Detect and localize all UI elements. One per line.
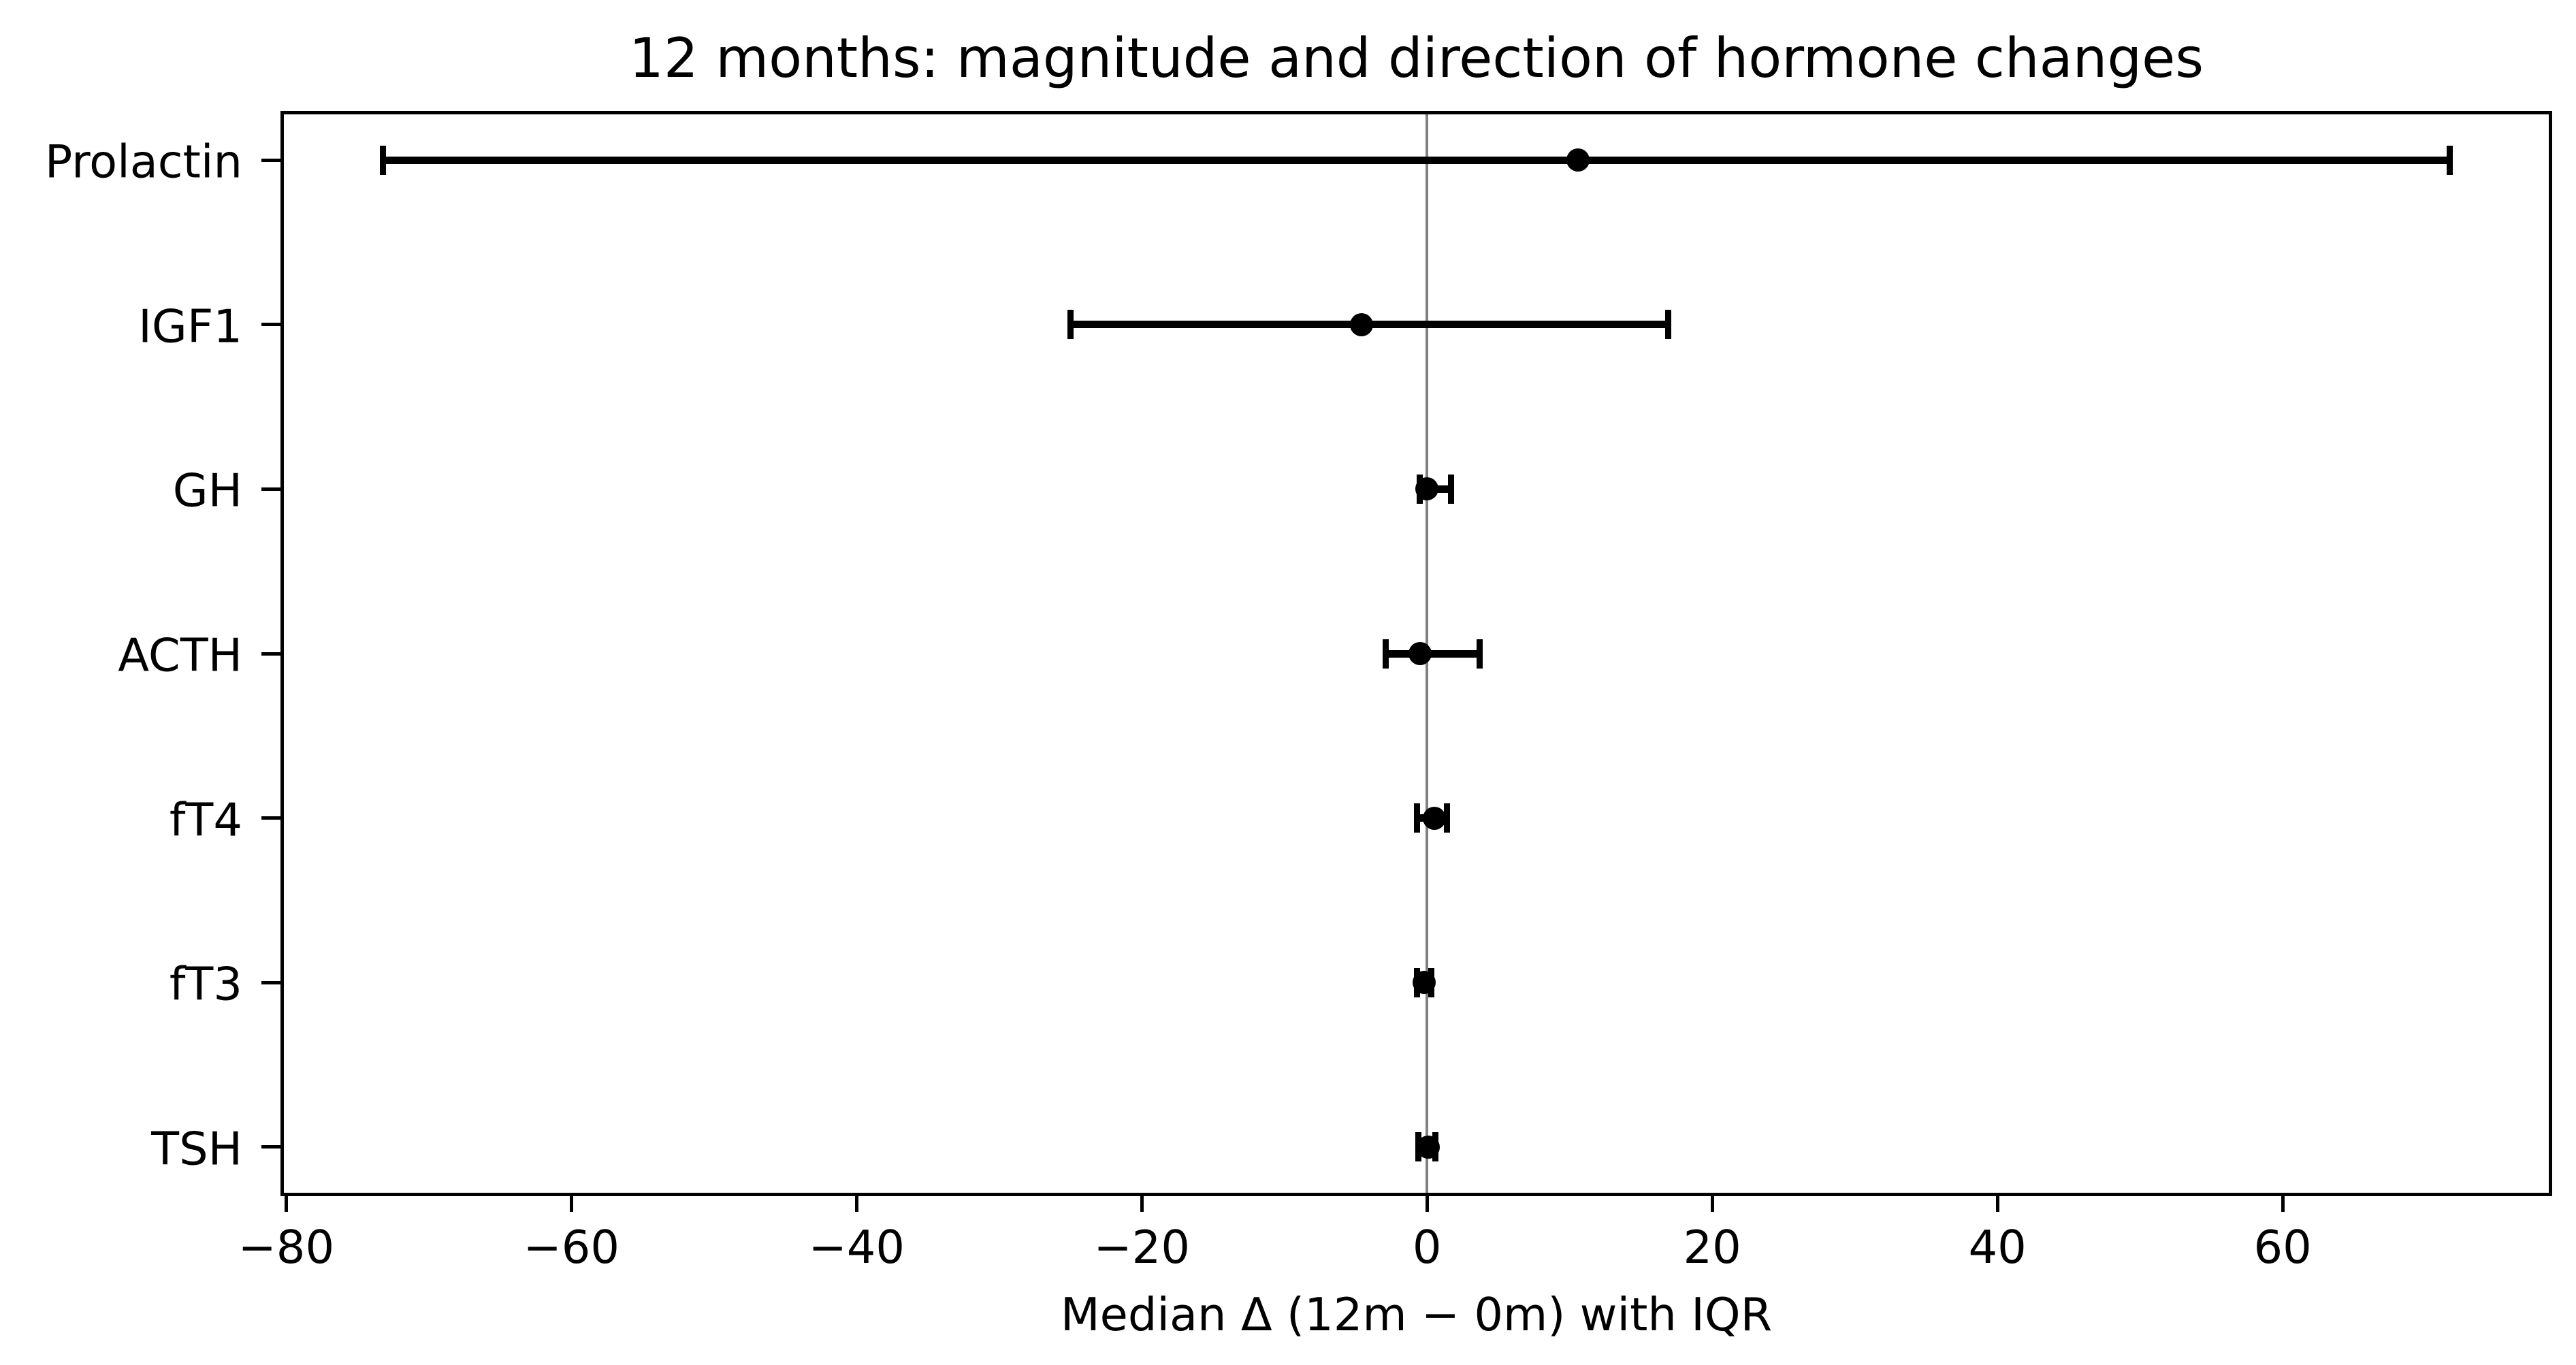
y-tick-label: ACTH <box>118 628 242 682</box>
y-axis-tick <box>261 487 280 491</box>
median-dot <box>1415 477 1439 501</box>
error-bar-cap-left <box>380 145 387 175</box>
x-tick-label: −20 <box>1093 1221 1190 1274</box>
error-bar-cap-left <box>1067 310 1074 340</box>
y-tick-label: GH <box>172 464 242 517</box>
x-tick-label: 60 <box>2253 1221 2312 1274</box>
x-tick-label: −40 <box>808 1221 905 1274</box>
error-bar-cap-right <box>1448 474 1455 504</box>
median-dot <box>1417 1135 1440 1159</box>
x-tick-label: −60 <box>523 1221 620 1274</box>
y-tick-label: fT4 <box>169 793 242 846</box>
y-tick-label: TSH <box>151 1122 242 1176</box>
y-axis-tick <box>261 816 280 820</box>
x-axis-tick <box>284 1196 288 1212</box>
error-bar-cap-left <box>1414 803 1421 833</box>
y-axis-tick <box>261 158 280 162</box>
x-axis-tick <box>569 1196 573 1212</box>
y-axis-tick <box>261 980 280 984</box>
x-axis-label: Median Δ (12m − 0m) with IQR <box>1060 1288 1773 1341</box>
error-bar <box>1385 649 1480 658</box>
error-bar-cap-left <box>1382 639 1389 669</box>
x-axis-tick <box>1995 1196 1999 1212</box>
median-dot <box>1566 148 1590 172</box>
y-axis-tick <box>261 1145 280 1149</box>
y-axis-tick <box>261 652 280 656</box>
x-axis-tick <box>1710 1196 1714 1212</box>
x-axis-tick <box>2281 1196 2285 1212</box>
median-dot <box>1422 806 1446 830</box>
x-tick-label: 20 <box>1683 1221 1741 1274</box>
chart-title: 12 months: magnitude and direction of ho… <box>628 27 2204 90</box>
x-axis-tick <box>1425 1196 1429 1212</box>
x-tick-label: 0 <box>1412 1221 1442 1274</box>
plot-area <box>280 111 2552 1196</box>
error-bar-cap-right <box>1477 639 1483 669</box>
error-bar <box>383 156 2450 164</box>
y-axis-tick <box>261 323 280 327</box>
median-dot <box>1413 971 1436 995</box>
x-axis-tick <box>854 1196 858 1212</box>
x-tick-label: 40 <box>1968 1221 2027 1274</box>
error-bar-cap-right <box>1664 310 1671 340</box>
median-dot <box>1408 642 1432 665</box>
error-bar-cap-right <box>2446 145 2453 175</box>
median-dot <box>1349 312 1373 336</box>
y-tick-label: Prolactin <box>44 135 242 189</box>
x-axis-tick <box>1140 1196 1144 1212</box>
x-tick-label: −80 <box>238 1221 335 1274</box>
error-bar-cap-right <box>1444 803 1451 833</box>
y-tick-label: fT3 <box>169 957 242 1011</box>
y-tick-label: IGF1 <box>138 300 242 353</box>
